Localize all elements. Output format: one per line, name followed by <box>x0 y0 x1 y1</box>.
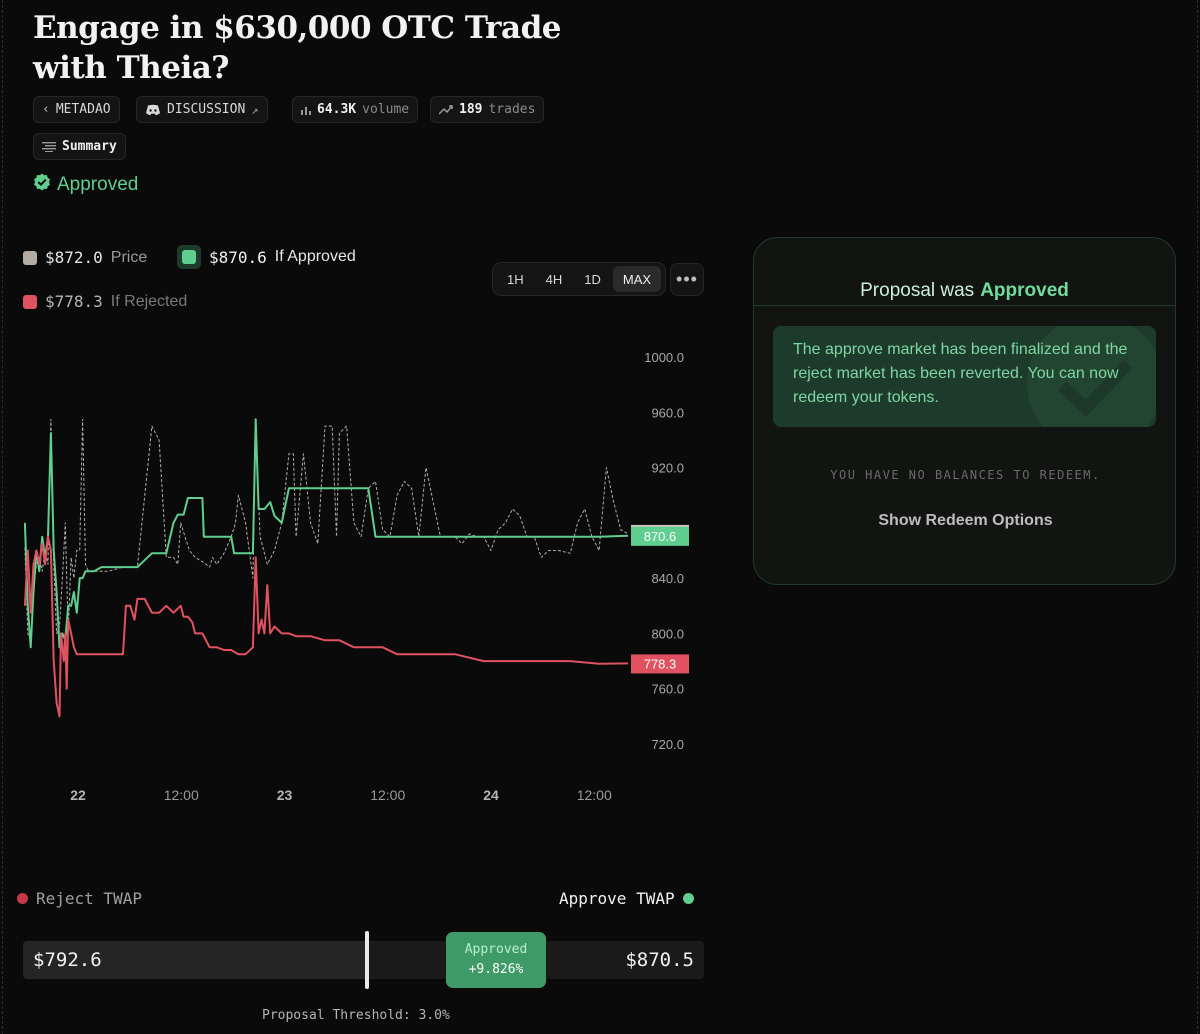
page-title: Engage in $630,000 OTC Trade with Theia? <box>33 10 561 86</box>
price-chart[interactable]: 1000.0 960.0 920.0 840.0 800.0 760.0 720.0 22 1… <box>0 330 720 820</box>
y-tick-label: 920.0 <box>651 461 684 476</box>
rejected-label: If Rejected <box>110 292 188 310</box>
price-value: $872.0 <box>45 248 103 267</box>
summary-label: Summary <box>62 139 117 154</box>
y-tick-label: 800.0 <box>651 626 684 641</box>
show-redeem-options-button[interactable]: Show Redeem Options <box>878 512 1053 529</box>
no-balance-text: YOU HAVE NO BALANCES TO REDEEM. <box>830 468 1101 482</box>
twap-bar: $792.6 $870.5 Approved +9.826% <box>23 931 704 989</box>
volume-label: volume <box>362 102 410 117</box>
pill-change: +9.826% <box>468 962 524 977</box>
x-tick-label: 23 <box>277 787 293 803</box>
large-check-icon <box>1020 326 1156 427</box>
arrow-up-right-icon: ↗ <box>251 102 259 117</box>
price-swatch <box>23 250 37 265</box>
legend-approved: $870.6 If Approved <box>177 245 356 269</box>
status-label: Approved <box>57 174 139 195</box>
series-lines <box>23 418 629 718</box>
twap-result-pill: Approved +9.826% <box>446 932 546 988</box>
verified-check-icon <box>33 173 51 197</box>
range-1h-button[interactable]: 1H <box>507 271 524 287</box>
approved-label: If Approved <box>274 248 356 265</box>
trades-label: trades <box>488 102 536 117</box>
approved-status: Approved <box>33 173 138 197</box>
finalized-notice: The approve market has been finalized an… <box>773 326 1156 427</box>
volume-chip: 64.3K volume <box>292 96 419 123</box>
y-tick-label: 840.0 <box>651 571 684 586</box>
price-label: Price <box>110 248 148 266</box>
range-4h-button[interactable]: 4H <box>545 271 563 287</box>
pill-status: Approved <box>464 942 528 957</box>
discussion-chip[interactable]: DISCUSSION ↗ <box>136 96 268 123</box>
series-line-if-approved <box>23 418 629 649</box>
reject-twap-text: Reject TWAP <box>36 889 142 908</box>
range-max-button[interactable]: MAX <box>612 266 662 292</box>
more-options-button[interactable]: ••• <box>670 263 704 296</box>
series-line-if-rejected <box>23 535 629 718</box>
panel-heading-status: Approved <box>980 280 1069 301</box>
chevron-left-icon: ‹ <box>42 102 50 117</box>
approved-swatch <box>177 245 201 269</box>
notice-text: The approve market has been finalized an… <box>793 341 1128 406</box>
back-label: METADAO <box>55 102 111 117</box>
series-line-price <box>24 418 629 641</box>
twap-bar-fill <box>23 941 368 979</box>
discussion-label: DISCUSSION <box>167 102 246 117</box>
y-tick-label: 1000.0 <box>644 350 684 365</box>
legend-rejected: $778.3 If Rejected <box>23 292 187 311</box>
more-dots-icon: ••• <box>676 269 698 289</box>
legend-price: $872.0 Price <box>23 248 147 267</box>
reject-dot <box>17 893 28 904</box>
x-tick-label: 12:00 <box>577 787 612 803</box>
discord-icon <box>145 104 161 116</box>
x-tick-label: 24 <box>483 787 499 803</box>
y-tick-label: 760.0 <box>651 682 684 697</box>
time-range-selector: 1H 4H 1D MAX <box>492 262 667 296</box>
volume-value: 64.3K <box>317 102 357 117</box>
last-value-tag-bg <box>631 654 689 674</box>
proposal-result-panel: Proposal was Approved The approve market… <box>753 237 1176 585</box>
list-icon <box>42 141 56 152</box>
reject-twap-label: Reject TWAP <box>17 889 142 908</box>
approve-twap-text: Approve TWAP <box>559 889 675 908</box>
panel-heading: Proposal was Approved <box>754 238 1175 306</box>
trades-value: 189 <box>459 102 483 117</box>
approve-twap-label: Approve TWAP <box>559 889 694 908</box>
last-value-tag-bg <box>631 526 689 546</box>
trend-icon <box>439 104 453 115</box>
x-tick-label: 12:00 <box>164 787 199 803</box>
y-tick-label: 720.0 <box>651 737 684 752</box>
last-value-tag-text: 870.6 <box>644 529 677 544</box>
threshold-marker <box>365 931 369 989</box>
y-tick-label: 960.0 <box>651 405 684 420</box>
x-tick-label: 12:00 <box>370 787 405 803</box>
x-axis: 22 12:00 23 12:00 24 12:00 <box>70 787 612 803</box>
y-axis: 1000.0 960.0 920.0 840.0 800.0 760.0 720.0 <box>644 350 684 752</box>
back-metadao-chip[interactable]: ‹ METADAO <box>33 96 120 123</box>
trades-chip: 189 trades <box>430 96 545 123</box>
approve-dot <box>682 893 694 904</box>
bar-chart-icon <box>301 105 311 115</box>
reject-twap-value: $792.6 <box>33 949 102 971</box>
range-1d-button[interactable]: 1D <box>584 271 601 287</box>
approve-twap-value: $870.5 <box>625 949 694 971</box>
panel-heading-prefix: Proposal was <box>860 280 975 301</box>
summary-chip[interactable]: Summary <box>33 133 126 160</box>
last-value-tag-text: 778.3 <box>644 656 677 671</box>
proposal-threshold: Proposal Threshold: 3.0% <box>262 1008 450 1023</box>
rejected-value: $778.3 <box>45 292 103 311</box>
x-tick-label: 22 <box>70 787 86 803</box>
approved-value: $870.6 <box>209 247 267 267</box>
rejected-swatch <box>23 294 37 309</box>
